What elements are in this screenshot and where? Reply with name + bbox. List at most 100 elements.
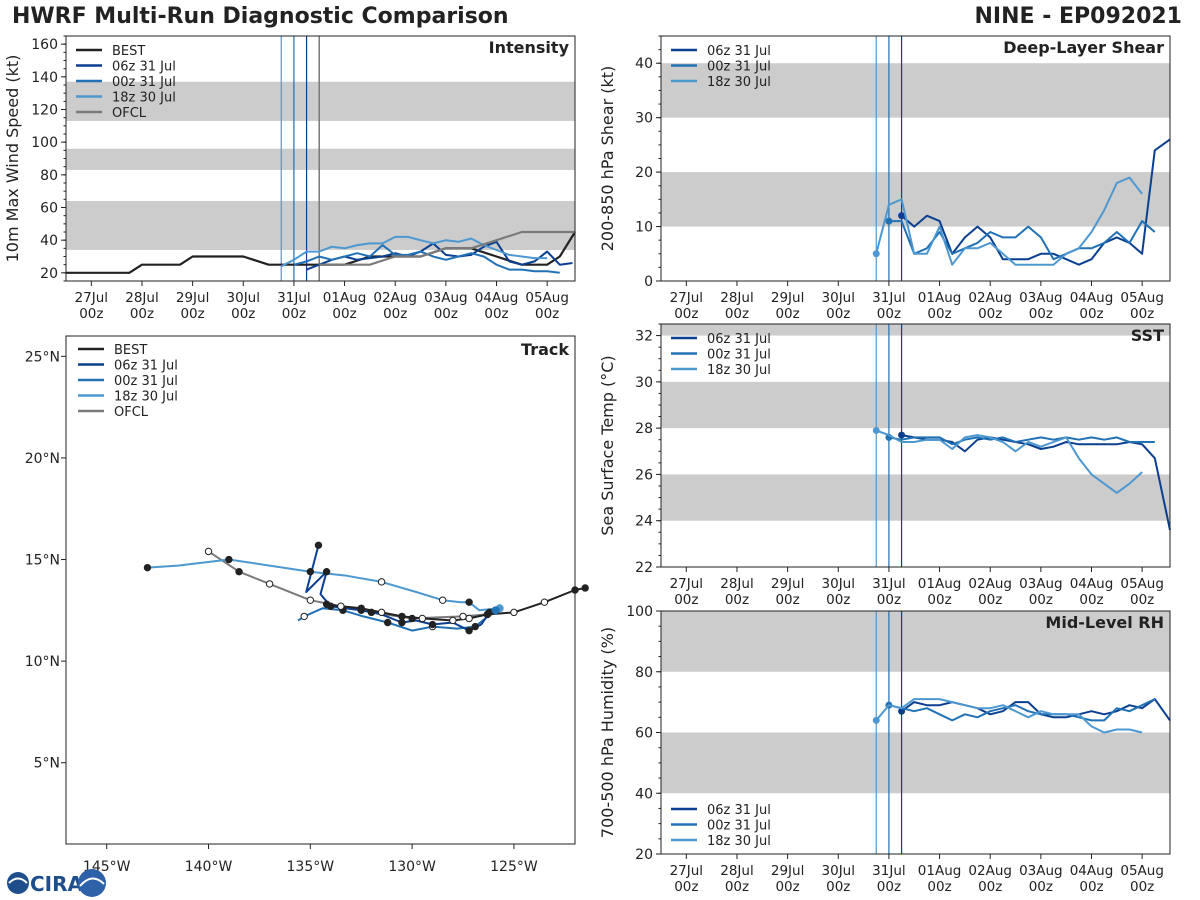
track-point	[581, 584, 589, 592]
shear-ytick-label: 40	[635, 56, 653, 72]
sst-panel: 22242628303227Jul00z28Jul00z29Jul00z30Ju…	[598, 323, 1171, 608]
track-point	[471, 622, 479, 631]
track-point	[300, 612, 308, 621]
sst-series-line	[875, 429, 1143, 494]
track-point	[398, 612, 406, 621]
track-xtick-label: 125°W	[490, 859, 538, 875]
sst-xtick-label: 00z	[978, 592, 1002, 608]
rh-xtick-label: 00z	[775, 879, 799, 895]
intensity-series-line	[306, 240, 573, 271]
rh-xtick-label: 00z	[725, 879, 749, 895]
sst-xtick-label: 00z	[1029, 592, 1053, 608]
sst-xtick-label: 00z	[877, 592, 901, 608]
sst-ytick-label: 28	[635, 421, 653, 437]
track-ytick-label: 5°N	[34, 756, 60, 772]
track-point	[377, 578, 386, 586]
sst-band	[661, 381, 1170, 429]
track-point	[398, 618, 406, 627]
track-point	[449, 616, 457, 625]
track-point	[322, 600, 331, 608]
intensity-xtick-label: 00z	[434, 306, 458, 322]
sst-frame	[660, 323, 1171, 568]
legend-entry: 18z 30 Jul	[114, 390, 178, 405]
cira-logo: CIRA	[7, 869, 106, 897]
track-point	[265, 580, 274, 588]
sst-xtick-label: 00z	[1079, 592, 1103, 608]
sst-xtick-label: 00z	[826, 592, 850, 608]
storm-id: NINE - EP092021	[974, 4, 1183, 29]
intensity-xtick-label: 29Jul	[176, 290, 209, 306]
rh-xtick-label: 00z	[674, 879, 698, 895]
shear-xtick-label: 02Aug	[968, 290, 1012, 306]
shear-xtick-label: 00z	[775, 306, 799, 322]
rh-xtick-label: 00z	[1130, 879, 1154, 895]
shear-series-line	[900, 138, 1171, 266]
intensity-band	[66, 81, 575, 121]
rh-xtick-label: 03Aug	[1019, 863, 1063, 879]
shear-xtick-label: 00z	[1029, 306, 1053, 322]
rh-xtick-label: 00z	[826, 879, 850, 895]
track-ytick-label: 25°N	[25, 349, 60, 365]
intensity-xtick-label: 00z	[332, 306, 356, 322]
intensity-ytick-label: 160	[31, 37, 58, 53]
track-panel-title: Track	[521, 340, 569, 359]
track-point	[314, 541, 323, 549]
track-point	[465, 614, 473, 623]
rh-xtick-label: 30Jul	[822, 863, 855, 879]
intensity-xtick-label: 00z	[484, 306, 508, 322]
rh-band	[661, 611, 1170, 672]
rh-panel: 2040608010027Jul00z28Jul00z29Jul00z30Jul…	[598, 604, 1171, 895]
shear-series-start-point	[872, 250, 880, 258]
legend-entry: 06z 31 Jul	[707, 332, 771, 347]
intensity-band	[66, 200, 575, 250]
sst-ytick-label: 30	[635, 375, 653, 391]
sst-xtick-label: 29Jul	[771, 576, 804, 592]
rh-series-line	[875, 698, 1143, 734]
intensity-xtick-label: 31Jul	[277, 290, 310, 306]
legend-entry: 00z 31 Jul	[114, 374, 178, 389]
intensity-xtick-label: 30Jul	[227, 290, 260, 306]
rh-ytick-label: 100	[626, 604, 653, 620]
intensity-xtick-label: 03Aug	[424, 290, 468, 306]
shear-xtick-label: 05Aug	[1120, 290, 1164, 306]
shear-ytick-label: 20	[635, 165, 653, 181]
sst-ytick-label: 26	[635, 467, 653, 483]
intensity-panel-title: Intensity	[489, 38, 570, 57]
sst-xtick-label: 00z	[674, 592, 698, 608]
intensity-xtick-label: 00z	[130, 306, 154, 322]
sst-panel-title: SST	[1131, 326, 1164, 345]
shear-band	[661, 172, 1170, 227]
shear-xtick-label: 03Aug	[1019, 290, 1063, 306]
legend-entry: 18z 30 Jul	[112, 91, 176, 106]
shear-series-start-point	[885, 217, 893, 225]
rh-band	[661, 732, 1170, 794]
legend-entry: 00z 31 Jul	[707, 348, 771, 363]
shear-xtick-label: 00z	[877, 306, 901, 322]
legend-entry: 00z 31 Jul	[707, 60, 771, 75]
shear-xtick-label: 04Aug	[1070, 290, 1114, 306]
legend-entry: 06z 31 Jul	[707, 803, 771, 818]
shear-xtick-label: 00z	[1130, 306, 1154, 322]
track-point	[204, 547, 213, 556]
track-point	[540, 598, 549, 606]
rh-series-start-point	[872, 716, 880, 724]
sst-xtick-label: 03Aug	[1019, 576, 1063, 592]
sst-xtick-label: 00z	[775, 592, 799, 608]
sst-ytick-label: 22	[635, 560, 653, 576]
rh-ytick-label: 40	[635, 786, 653, 802]
rh-series-line	[901, 698, 1171, 721]
sst-band	[661, 474, 1170, 521]
shear-xtick-label: 00z	[978, 306, 1002, 322]
intensity-series-line	[280, 235, 548, 268]
track-point	[225, 555, 233, 564]
intensity-ytick-label: 120	[31, 103, 58, 119]
intensity-ylabel: 10m Max Wind Speed (kt)	[3, 55, 22, 263]
track-xtick-label: 135°W	[287, 859, 335, 875]
shear-xtick-label: 00z	[1079, 306, 1103, 322]
shear-panel: 01020304027Jul00z28Jul00z29Jul00z30Jul00…	[598, 35, 1171, 322]
shear-xtick-label: 31Jul	[872, 290, 905, 306]
svg-text:CIRA: CIRA	[30, 872, 84, 896]
track-point	[357, 604, 365, 612]
track-point	[465, 598, 473, 606]
